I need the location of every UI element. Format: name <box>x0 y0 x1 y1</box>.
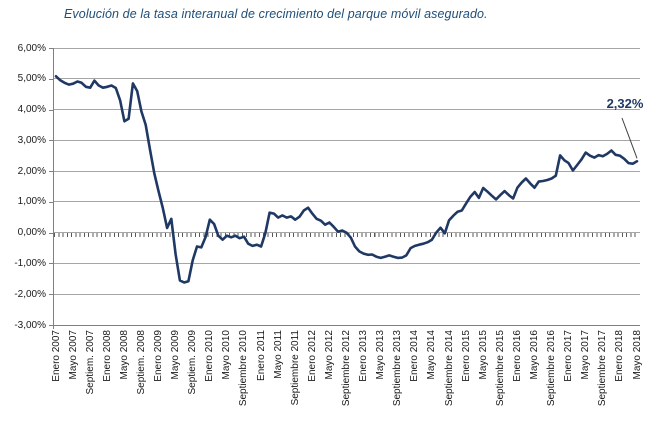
y-axis-tick <box>49 263 53 265</box>
y-axis-tick <box>49 48 53 49</box>
y-gridline <box>53 109 640 111</box>
y-axis-tick <box>49 232 53 234</box>
y-axis-label: 1,00% <box>17 196 46 208</box>
y-gridline <box>53 139 640 141</box>
y-axis-tick <box>49 140 53 142</box>
y-axis-tick <box>49 171 53 173</box>
y-axis-tick <box>49 201 53 203</box>
y-axis-label: -2,00% <box>14 288 46 300</box>
y-axis-label: 6,00% <box>17 42 46 54</box>
y-axis-label: 5,00% <box>17 73 46 85</box>
y-axis-label: 3,00% <box>17 134 46 146</box>
y-axis-label: -1,00% <box>14 257 46 269</box>
y-gridline <box>53 324 640 326</box>
y-gridline <box>53 201 640 203</box>
y-gridline <box>53 293 640 295</box>
y-gridline <box>53 47 640 49</box>
y-axis-tick <box>49 78 53 80</box>
y-axis-line <box>53 48 54 329</box>
chart-title: Evolución de la tasa interanual de creci… <box>64 7 488 21</box>
y-axis-label: 0,00% <box>17 227 46 239</box>
y-axis-tick <box>49 294 53 296</box>
y-axis-tick <box>49 325 53 326</box>
y-axis-tick <box>49 109 53 111</box>
y-axis-label: 2,00% <box>17 165 46 177</box>
y-gridline <box>53 78 640 80</box>
annotation-label: 2,32% <box>606 96 644 111</box>
series-line <box>54 75 639 284</box>
y-gridline <box>53 262 640 264</box>
y-axis-label: 4,00% <box>17 104 46 116</box>
y-gridline <box>53 170 640 172</box>
annotation-leader-line <box>621 117 638 159</box>
category-axis-tick-marks <box>54 233 637 238</box>
y-axis-label: -3,00% <box>14 319 46 331</box>
